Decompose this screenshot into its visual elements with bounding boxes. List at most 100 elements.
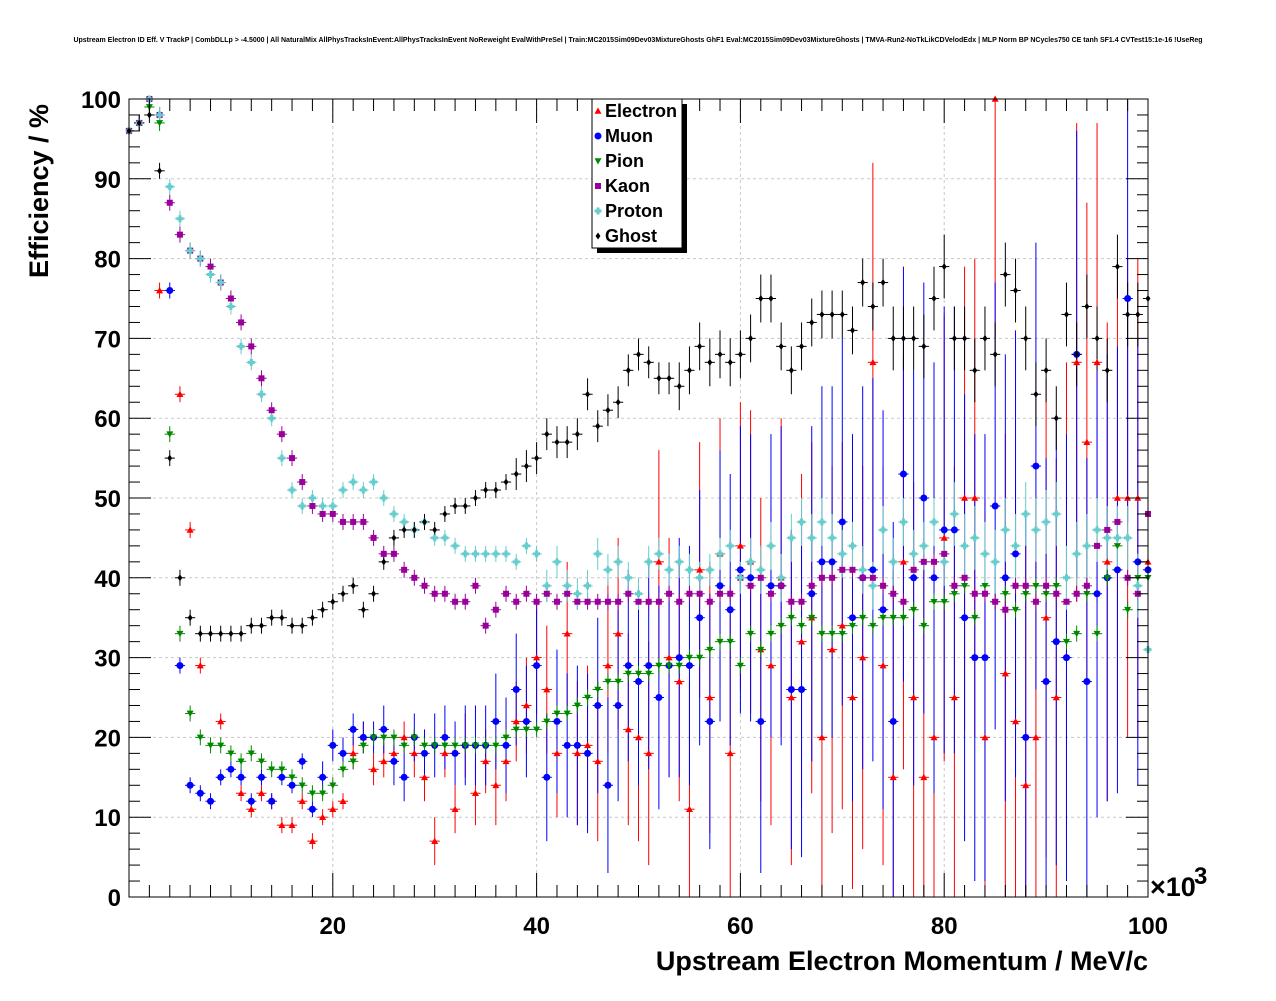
proton-point <box>584 582 592 590</box>
ghost-point <box>1023 334 1029 342</box>
pion-point <box>441 742 449 749</box>
legend: Electron Muon Pion Kaon Proton Ghost <box>591 98 687 253</box>
pion-point <box>1093 630 1101 638</box>
muon-point <box>166 287 174 295</box>
proton-point <box>217 279 225 287</box>
ghost-point <box>228 630 234 638</box>
x-tick-label: 40 <box>523 913 550 940</box>
kaon-point <box>462 598 469 605</box>
electron-point <box>451 805 459 813</box>
proton-point <box>268 414 276 422</box>
ghost-point <box>350 582 356 590</box>
kaon-point <box>829 574 836 581</box>
muon-point <box>889 717 897 725</box>
pion-point <box>1113 543 1121 550</box>
pion-point <box>624 670 632 678</box>
ghost-point <box>167 454 173 462</box>
legend-marker-proton <box>594 207 602 215</box>
proton-point <box>787 534 795 542</box>
electron-point <box>573 749 581 757</box>
muon-point <box>655 694 663 701</box>
muon-point <box>1012 550 1020 558</box>
kaon-point <box>370 534 377 541</box>
kaon-point <box>900 598 907 605</box>
kaon-point <box>890 590 897 597</box>
kaon-series <box>126 96 1151 629</box>
kaon-point <box>574 598 581 605</box>
pion-point <box>645 670 653 678</box>
electron-point <box>319 813 327 820</box>
ghost-point <box>676 382 682 390</box>
pion-point <box>257 758 265 765</box>
muon-point <box>675 654 683 662</box>
ghost-point <box>941 263 947 271</box>
proton-point <box>553 558 561 566</box>
muon-point <box>441 733 449 741</box>
proton-point <box>502 550 510 558</box>
axes: 0 10 20 30 40 50 60 70 80 90 100 20 40 60 80 100 <box>81 87 1168 940</box>
pion-point <box>268 766 276 773</box>
ghost-point <box>860 279 866 287</box>
muon-point <box>339 749 347 757</box>
proton-point <box>899 518 907 526</box>
kaon-point <box>594 598 601 605</box>
pion-point <box>747 630 755 638</box>
ghost-point <box>1064 310 1069 318</box>
pion-point <box>349 758 357 765</box>
proton-point <box>563 582 571 590</box>
electron-point <box>604 662 612 669</box>
muon-point <box>910 574 918 582</box>
muon-point <box>757 717 765 725</box>
muon-point <box>818 558 826 566</box>
muon-point <box>278 773 286 781</box>
muon-point <box>563 741 571 749</box>
electron-point <box>1083 438 1091 445</box>
ghost-point <box>493 486 499 494</box>
electron-point <box>910 694 918 701</box>
proton-point <box>543 582 551 590</box>
proton-point <box>1052 510 1060 518</box>
electron-point <box>685 805 693 813</box>
electron-point <box>767 662 775 669</box>
muon-point <box>237 773 245 781</box>
muon-point <box>1022 733 1030 741</box>
ghost-point <box>157 167 163 175</box>
ghost-point <box>197 630 203 638</box>
electron-point <box>522 701 530 709</box>
ghost-point <box>432 526 438 534</box>
ghost-point <box>1125 310 1131 318</box>
muon-point <box>512 686 520 694</box>
muon-point <box>400 773 408 781</box>
proton-point <box>390 510 398 518</box>
pion-point <box>166 431 174 438</box>
proton-point <box>1022 510 1030 518</box>
grid-lines <box>129 99 1148 897</box>
pion-point <box>859 614 867 622</box>
kaon-point <box>309 502 316 509</box>
muon-point <box>1052 638 1060 646</box>
proton-point <box>1134 582 1142 590</box>
electron-point <box>981 733 989 741</box>
ghost-point <box>788 366 794 374</box>
ghost-point <box>1033 390 1039 398</box>
electron-point <box>940 534 948 541</box>
muon-point <box>1093 590 1101 598</box>
kaon-point <box>503 590 510 597</box>
pion-point <box>635 670 642 678</box>
ghost-point <box>839 310 845 318</box>
kaon-point <box>920 558 927 565</box>
electron-point <box>349 749 357 757</box>
electron-point <box>787 694 795 701</box>
ghost-point <box>187 614 193 622</box>
pion-point <box>1022 590 1030 598</box>
kaon-point <box>431 590 438 597</box>
ghost-point <box>218 630 224 638</box>
kaon-point <box>910 566 917 573</box>
kaon-point <box>421 582 428 589</box>
ghost-point <box>340 590 346 598</box>
proton-point <box>227 302 235 310</box>
proton-point <box>176 215 184 223</box>
proton-point <box>156 111 164 119</box>
kaon-point <box>839 566 846 573</box>
proton-point <box>604 566 612 574</box>
